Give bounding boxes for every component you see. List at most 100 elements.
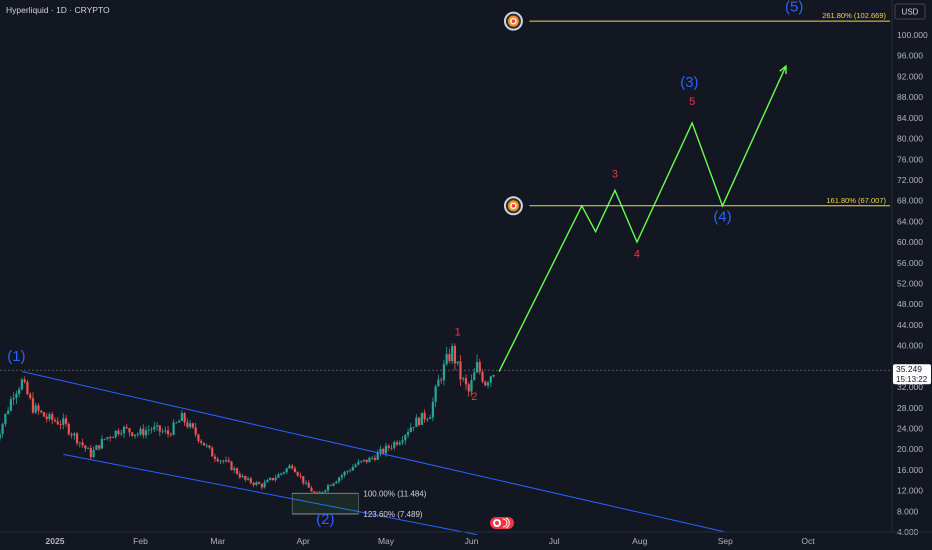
candle-body — [64, 418, 68, 424]
time-tick-label: Sep — [718, 536, 733, 546]
candle-body — [492, 374, 495, 377]
time-axis[interactable]: 2025 Feb Mar Apr May Jun Jul Aug Sep Oct — [46, 536, 816, 546]
candle-body — [445, 353, 448, 365]
candle-body — [332, 483, 335, 486]
candle-body — [211, 447, 214, 457]
candle-body — [175, 422, 178, 424]
candle-body — [263, 482, 266, 488]
price-tick-label: 80.000 — [897, 134, 923, 144]
candle-body — [166, 430, 170, 435]
candle-body — [120, 433, 123, 435]
candle-body — [475, 362, 479, 373]
wave-label-major: (4) — [713, 208, 731, 225]
candle-body — [208, 445, 211, 448]
candle-body — [9, 399, 12, 411]
candle-body — [7, 410, 10, 414]
candle-body — [56, 421, 59, 425]
candle-body — [343, 471, 346, 476]
candle-body — [406, 432, 410, 436]
currency-button[interactable]: USD — [894, 3, 926, 20]
candle-body — [489, 376, 492, 383]
candle-body — [29, 394, 32, 398]
candle-body — [84, 445, 87, 449]
price-tick-label: 24.000 — [897, 423, 923, 433]
candle-body — [100, 438, 103, 449]
candle-body — [412, 427, 415, 428]
target-icon[interactable] — [503, 11, 523, 31]
candle-body — [315, 492, 319, 494]
price-tick-label: 44.000 — [897, 320, 923, 330]
candle-body — [53, 419, 57, 422]
alert-icon[interactable] — [490, 517, 514, 529]
candle-body — [81, 442, 84, 446]
candle-body — [23, 379, 26, 382]
candle-body — [467, 384, 470, 392]
candle-body — [324, 490, 327, 492]
candle-body — [354, 464, 357, 468]
candle-body — [125, 426, 128, 429]
candle-body — [12, 397, 15, 400]
price-tick-label: 96.000 — [897, 51, 923, 61]
candle-body — [233, 468, 236, 471]
time-tick-label: Mar — [210, 536, 225, 546]
candle-body — [150, 429, 153, 431]
price-tick-label: 40.000 — [897, 341, 923, 351]
candle-body — [224, 460, 228, 462]
candle-body — [59, 424, 62, 426]
fib-target-label: 261.80% (102.669) — [822, 11, 886, 20]
candle-body — [453, 346, 457, 364]
currency-label: USD — [902, 8, 919, 17]
target-icons[interactable] — [503, 11, 523, 216]
candle-body — [429, 417, 432, 419]
candle-body — [293, 468, 297, 473]
candle-body — [241, 475, 244, 478]
candle-body — [398, 442, 401, 445]
channel-upper-line — [21, 371, 726, 533]
wave-label-minor: 5 — [689, 96, 695, 108]
candle-body — [384, 445, 388, 454]
candle-body — [26, 381, 29, 395]
candle-body — [280, 473, 283, 475]
candle-body — [340, 475, 343, 478]
candle-body — [189, 423, 192, 428]
candle-body — [481, 371, 484, 382]
candle-body — [51, 414, 54, 420]
candle-body — [335, 481, 338, 484]
fib-layer: 261.80% (102.669) 161.80% (67.007) — [529, 11, 890, 207]
candle-body — [252, 482, 255, 485]
candle-body — [337, 477, 341, 482]
candle-body — [183, 413, 186, 423]
candle-body — [387, 445, 390, 448]
candle-body — [420, 412, 423, 425]
candle-body — [346, 471, 349, 472]
candle-body — [73, 433, 76, 436]
candle-body — [15, 393, 18, 398]
wave-label-minor: 3 — [612, 168, 618, 180]
candle-body — [401, 440, 404, 443]
current-price-value: 35.249 — [896, 364, 922, 374]
candle-body — [456, 361, 459, 364]
time-tick-label: Jun — [465, 536, 479, 546]
candle-body — [67, 423, 70, 435]
candle-body — [249, 478, 252, 483]
candle-body — [155, 425, 159, 427]
candle-body — [307, 482, 310, 488]
candle-body — [75, 433, 79, 444]
candle-body — [302, 476, 305, 484]
candle-body — [417, 417, 421, 425]
target-icon[interactable] — [503, 196, 523, 216]
candle-body — [200, 440, 203, 443]
fib-level-label: 123.60% (7.489) — [363, 510, 422, 519]
candle-body — [213, 456, 217, 459]
wave-label-minor: 4 — [634, 249, 640, 261]
price-tick-label: 20.000 — [897, 444, 923, 454]
price-axis[interactable]: 4.0008.00012.00016.00020.00024.00028.000… — [897, 30, 928, 537]
candle-body — [147, 429, 150, 431]
projection-arrowhead — [779, 64, 787, 75]
candle-body — [291, 465, 294, 469]
candle-body — [139, 428, 142, 435]
candle-body — [462, 378, 465, 380]
candle-body — [442, 364, 446, 381]
price-tick-label: 64.000 — [897, 216, 923, 226]
